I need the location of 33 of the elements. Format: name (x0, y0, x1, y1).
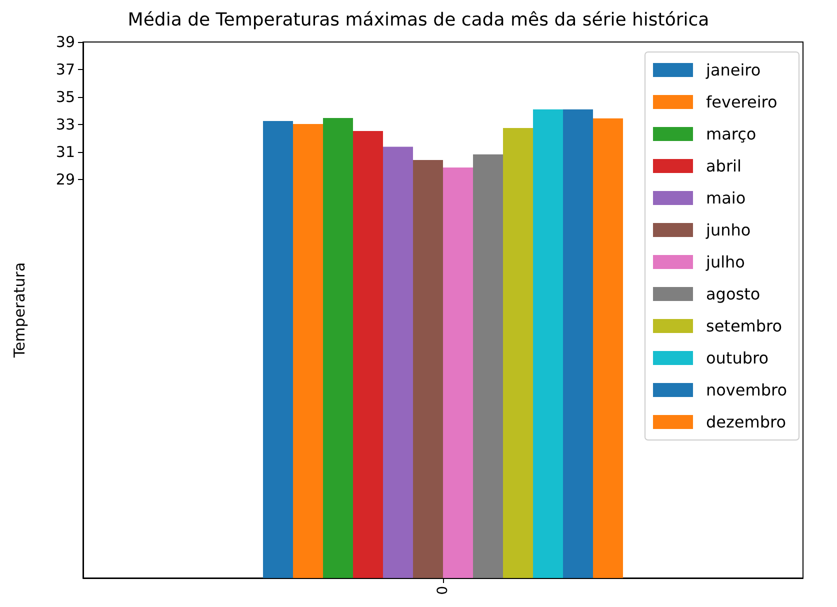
legend-label: abril (706, 156, 742, 176)
y-tick-label: 33 (56, 115, 75, 134)
legend-label: novembro (706, 380, 787, 400)
legend-label: setembro (706, 316, 782, 336)
legend-label: maio (706, 188, 746, 208)
legend-label: julho (705, 252, 745, 272)
bar (353, 131, 383, 578)
legend-label: janeiro (705, 60, 761, 80)
legend-label: dezembro (706, 412, 786, 432)
y-tick-label: 29 (56, 170, 75, 188)
bar (263, 121, 293, 578)
bar (293, 124, 323, 578)
legend-label: agosto (706, 284, 760, 304)
y-tick-label: 39 (56, 33, 75, 51)
y-tick-label: 31 (56, 142, 75, 161)
bar (383, 146, 413, 578)
y-tick-label: 37 (56, 60, 75, 78)
chart-title: Média de Temperaturas máximas de cada mês da série histórica (128, 10, 710, 30)
legend-label: fevereiro (706, 92, 778, 112)
bar (473, 154, 503, 578)
bar (443, 167, 473, 578)
legend-label: março (706, 124, 756, 144)
x-tick-label: 0 (435, 586, 451, 595)
bar (413, 160, 443, 578)
legend-label: junho (705, 220, 751, 240)
y-tick-label: 35 (56, 88, 75, 106)
bar (503, 128, 533, 578)
y-axis-title: Temperatura (10, 262, 28, 359)
bar (323, 118, 353, 578)
bar (563, 109, 593, 578)
bar (593, 118, 623, 578)
bar (533, 109, 563, 578)
legend-label: outubro (706, 348, 769, 368)
